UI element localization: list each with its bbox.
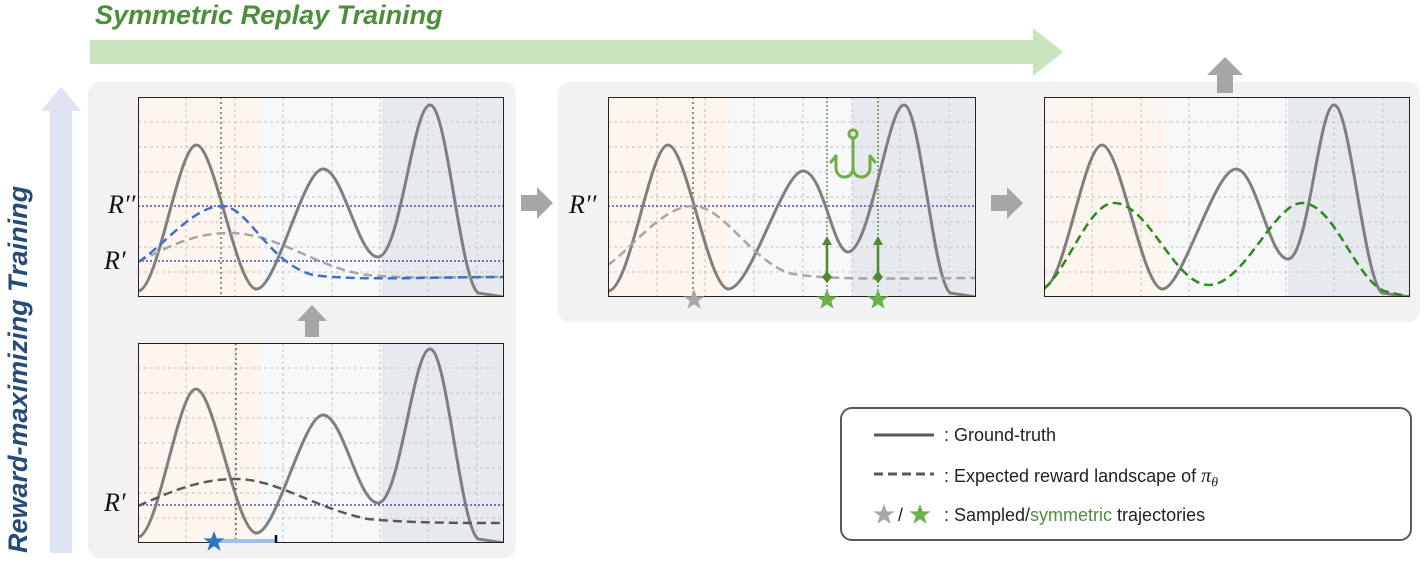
plot-before-update bbox=[138, 97, 504, 297]
expected-reward-blue bbox=[138, 204, 504, 280]
star-icon bbox=[203, 531, 225, 551]
up-arrow-icon bbox=[1207, 57, 1243, 93]
plot-initial bbox=[138, 343, 504, 543]
expected-reward-green bbox=[1044, 201, 1410, 297]
legend-sampled-text: : Sampled/ bbox=[944, 505, 1031, 525]
right-arrow-icon bbox=[991, 187, 1023, 219]
fishing-hook-icon bbox=[829, 128, 877, 179]
expected-reward-dark bbox=[138, 477, 504, 525]
r-double-prime-label-mid: R′′ bbox=[569, 190, 597, 219]
ground-truth-curve bbox=[608, 103, 976, 297]
pi-symbol: π bbox=[1201, 465, 1212, 487]
symmetric-markers bbox=[822, 236, 883, 283]
reward-maximizing-arrow bbox=[41, 87, 81, 553]
plot-after-symmetric bbox=[1044, 97, 1410, 297]
legend-ground-truth: : Ground-truth bbox=[944, 425, 1057, 445]
up-arrow-icon bbox=[297, 305, 327, 337]
symmetric-replay-arrow bbox=[90, 28, 1063, 76]
legend-slash: / bbox=[898, 505, 904, 525]
legend-box: : Ground-truth : Expected reward landsca… bbox=[840, 407, 1412, 541]
ground-truth-curve bbox=[138, 103, 504, 297]
star-icon bbox=[683, 289, 705, 309]
ground-truth-curve bbox=[138, 347, 504, 543]
legend-symmetric-word: symmetric bbox=[1030, 505, 1113, 525]
legend-trajectories-text: trajectories bbox=[1112, 505, 1206, 525]
legend-trajectories: : Sampled/symmetric trajectories bbox=[944, 505, 1205, 526]
expected-reward-grey bbox=[608, 204, 976, 280]
ground-truth-legend-line bbox=[874, 433, 934, 437]
r-prime-label: R′ bbox=[104, 246, 126, 275]
star-icon bbox=[816, 289, 838, 309]
r-double-prime-label: R′′ bbox=[108, 190, 136, 219]
symmetric-replay-title: Symmetric Replay Training bbox=[95, 0, 443, 30]
right-arrow-icon bbox=[521, 187, 553, 219]
star-icon bbox=[873, 504, 895, 524]
star-icon bbox=[867, 289, 889, 309]
ground-truth-curve bbox=[1044, 103, 1410, 297]
reward-maximizing-title: Reward-maximizing Training bbox=[3, 185, 33, 553]
r-prime-label-bottom: R′ bbox=[104, 488, 126, 517]
legend-expected-text: : Expected reward landscape of bbox=[944, 466, 1202, 486]
star-icon bbox=[909, 504, 931, 524]
grid bbox=[608, 97, 976, 297]
plot-symmetric-sampling bbox=[608, 97, 976, 297]
expected-reward-legend-line bbox=[874, 472, 934, 476]
theta-symbol: θ bbox=[1211, 475, 1219, 491]
legend-expected-reward: : Expected reward landscape of πθ bbox=[944, 465, 1218, 492]
grid bbox=[138, 343, 504, 543]
